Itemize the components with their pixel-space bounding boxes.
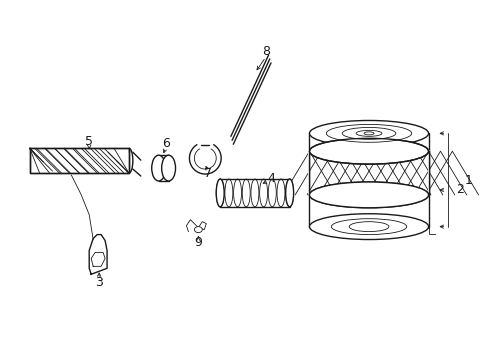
Ellipse shape [151,155,165,181]
Text: 6: 6 [162,137,169,150]
Ellipse shape [233,179,241,207]
Ellipse shape [216,179,224,207]
Ellipse shape [325,125,411,142]
Ellipse shape [342,127,395,139]
Ellipse shape [309,214,427,239]
Ellipse shape [355,130,381,136]
Ellipse shape [224,179,232,207]
Text: 3: 3 [95,276,103,289]
Ellipse shape [309,182,427,208]
Ellipse shape [309,182,427,208]
Ellipse shape [162,155,175,181]
Text: 1: 1 [463,174,471,186]
Text: 7: 7 [204,167,212,180]
Ellipse shape [309,138,427,164]
Ellipse shape [348,222,388,231]
Ellipse shape [331,219,406,235]
Text: 5: 5 [85,135,93,148]
Ellipse shape [364,132,373,135]
Text: 9: 9 [194,236,202,249]
Ellipse shape [285,179,293,207]
Ellipse shape [285,179,293,207]
Ellipse shape [268,179,276,207]
Ellipse shape [194,227,202,233]
Ellipse shape [242,179,250,207]
Ellipse shape [216,179,224,207]
Text: 2: 2 [455,184,463,197]
Text: 8: 8 [261,45,269,58]
Ellipse shape [259,179,267,207]
Ellipse shape [276,179,285,207]
Ellipse shape [250,179,258,207]
Ellipse shape [309,121,427,146]
Text: 4: 4 [267,171,275,185]
